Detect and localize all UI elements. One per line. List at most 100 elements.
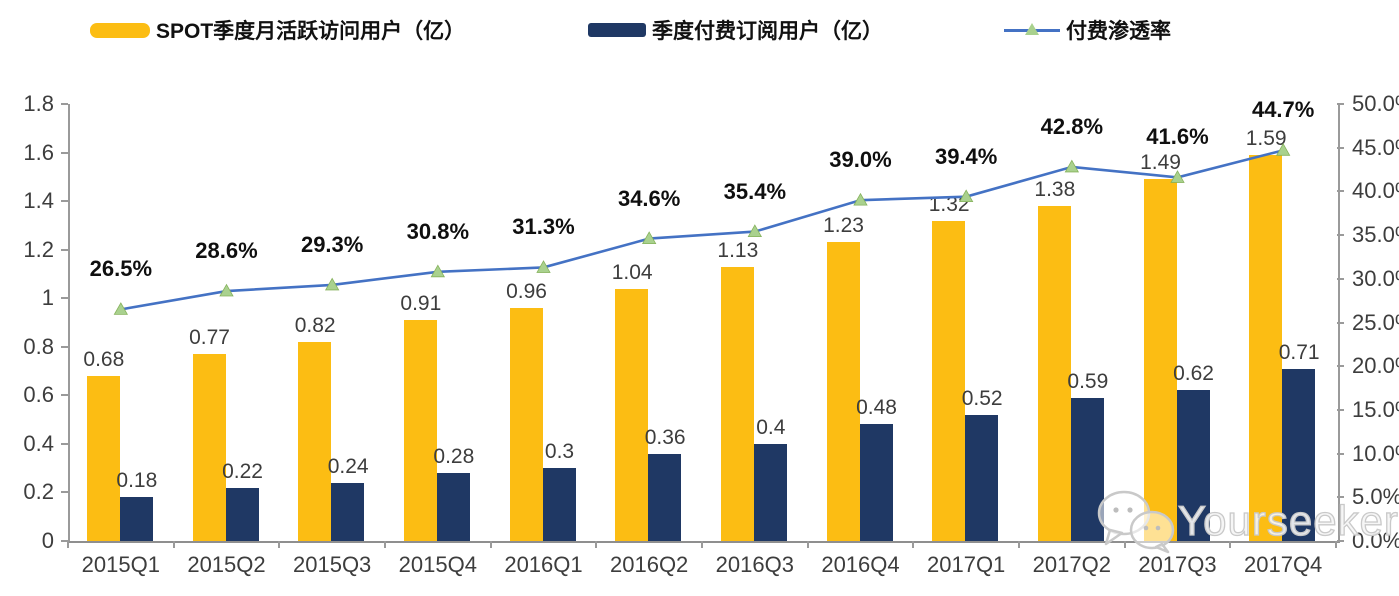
triangle-marker-icon xyxy=(641,231,657,244)
triangle-marker-icon xyxy=(536,260,551,273)
right-axis-label: 50.0% xyxy=(1352,91,1399,116)
right-axis-label: 25.0% xyxy=(1352,309,1399,335)
penetration-value-label: 28.6% xyxy=(195,238,258,264)
mau-value-label: 0.96 xyxy=(506,279,547,303)
penetration-value-label: 44.7% xyxy=(1251,97,1315,123)
right-axis-tick xyxy=(1337,365,1344,368)
x-axis-category-label: 2017Q1 xyxy=(927,552,1006,577)
penetration-value-label: 26.5% xyxy=(89,256,153,282)
subscriber-value-label: 0.22 xyxy=(222,459,263,483)
subscriber-bar[interactable] xyxy=(225,487,259,541)
subscriber-value-label: 0.71 xyxy=(1278,340,1320,364)
legend-item-mau[interactable]: SPOT季度月活跃访问用户（亿） xyxy=(90,16,465,44)
x-axis-tick xyxy=(701,541,703,548)
penetration-line xyxy=(120,149,1284,311)
left-axis-label: 0.8 xyxy=(23,333,54,359)
subscriber-bar[interactable] xyxy=(119,497,153,541)
mau-bar[interactable] xyxy=(615,288,649,541)
right-axis-label: 45.0% xyxy=(1352,134,1399,160)
mau-bar[interactable] xyxy=(403,320,437,541)
left-axis-label: 1.8 xyxy=(23,91,54,116)
right-axis-tick xyxy=(1337,452,1344,455)
legend-item-penetration[interactable]: 付费渗透率 xyxy=(1004,16,1171,44)
x-axis-tick xyxy=(489,541,492,548)
mau-bar[interactable] xyxy=(932,220,966,541)
mau-bar[interactable] xyxy=(298,341,332,541)
mau-bar[interactable] xyxy=(86,375,120,541)
right-axis-label: 30.0% xyxy=(1352,265,1399,291)
x-axis-category-label: 2017Q3 xyxy=(1138,552,1217,577)
subscriber-value-label: 0.3 xyxy=(544,440,575,464)
subscriber-bar[interactable] xyxy=(965,414,999,541)
right-axis-label: 20.0% xyxy=(1352,353,1399,379)
x-axis-tick xyxy=(172,541,175,548)
left-axis-tick xyxy=(61,442,68,445)
x-axis-tick xyxy=(278,541,281,548)
x-axis-tick xyxy=(912,541,915,548)
x-axis-tick xyxy=(384,541,386,548)
right-axis-label: 0.0% xyxy=(1352,528,1399,553)
left-axis-label: 1 xyxy=(41,285,54,311)
subscriber-value-label: 0.36 xyxy=(644,425,686,449)
mau-bar[interactable] xyxy=(826,242,860,541)
x-axis-tick xyxy=(806,541,809,548)
penetration-value-label: 30.8% xyxy=(406,218,470,244)
subscriber-value-label: 0.18 xyxy=(116,469,158,493)
right-axis-tick xyxy=(1337,408,1344,411)
left-axis-tick xyxy=(61,103,68,105)
subscriber-bar[interactable] xyxy=(331,482,365,541)
triangle-marker-icon xyxy=(430,264,446,278)
subscriber-bar[interactable] xyxy=(753,443,787,541)
left-axis-tick xyxy=(61,394,68,397)
mau-bar[interactable] xyxy=(1143,179,1177,541)
legend-label-mau: SPOT季度月活跃访问用户（亿） xyxy=(156,20,466,43)
x-axis-category-label: 2017Q4 xyxy=(1244,552,1323,577)
mau-bar[interactable] xyxy=(1249,154,1283,541)
subscriber-value-label: 0.52 xyxy=(961,386,1003,410)
mau-value-label: 1.59 xyxy=(1245,126,1287,150)
x-axis-category-label: 2017Q2 xyxy=(1032,552,1111,577)
right-axis-label: 10.0% xyxy=(1352,440,1399,466)
penetration-value-label: 31.3% xyxy=(512,214,575,240)
right-axis-tick xyxy=(1337,190,1344,193)
left-axis-label: 1.2 xyxy=(23,236,54,262)
x-axis-tick xyxy=(1018,541,1020,548)
right-axis-label: 5.0% xyxy=(1352,484,1399,510)
x-axis-category-label: 2016Q2 xyxy=(610,552,689,577)
subscriber-bar[interactable] xyxy=(1176,390,1210,541)
right-axis-tick xyxy=(1337,540,1344,542)
mau-bar[interactable] xyxy=(509,307,543,541)
triangle-marker-icon xyxy=(1275,143,1291,156)
penetration-line-chart xyxy=(113,143,1291,315)
left-axis-tick xyxy=(61,297,68,300)
right-axis-tick xyxy=(1337,146,1344,149)
penetration-value-label: 39.4% xyxy=(934,143,998,169)
mau-value-label: 1.23 xyxy=(823,214,864,238)
x-axis-tick xyxy=(1229,541,1232,548)
x-axis-category-label: 2016Q3 xyxy=(715,552,794,577)
legend-item-subscribers[interactable]: 季度付费订阅用户（亿） xyxy=(588,16,883,44)
subscriber-value-label: 0.24 xyxy=(327,454,369,478)
left-axis-label: 1.6 xyxy=(23,139,54,165)
triangle-marker-icon xyxy=(747,224,763,238)
subscriber-bar[interactable] xyxy=(1282,368,1316,541)
mau-value-label: 0.77 xyxy=(189,326,230,350)
right-axis-tick xyxy=(1337,103,1344,105)
mau-bar[interactable] xyxy=(1037,205,1071,541)
subscriber-bar[interactable] xyxy=(436,473,470,541)
right-axis-tick xyxy=(1337,234,1344,237)
subscriber-value-label: 0.28 xyxy=(433,445,475,469)
left-axis-label: 0.2 xyxy=(23,479,54,505)
mau-bar[interactable] xyxy=(720,266,754,541)
left-axis-tick xyxy=(61,200,68,203)
mau-bar[interactable] xyxy=(192,354,226,541)
left-axis-tick xyxy=(61,345,68,348)
right-axis-tick xyxy=(1337,321,1344,324)
x-axis-category-label: 2015Q4 xyxy=(398,552,477,577)
subscriber-bar[interactable] xyxy=(648,453,682,541)
mau-value-label: 1.04 xyxy=(611,260,653,284)
subscriber-bar[interactable] xyxy=(542,468,576,541)
subscriber-bar[interactable] xyxy=(859,424,893,541)
right-axis-tick xyxy=(1337,496,1344,499)
x-axis-tick xyxy=(1123,541,1126,548)
